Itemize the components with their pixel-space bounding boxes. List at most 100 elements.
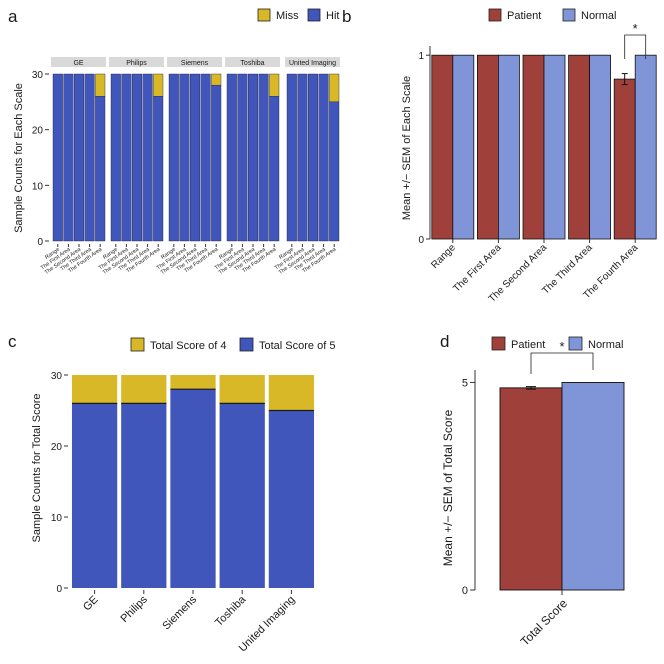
- legend-swatch: [257, 8, 271, 22]
- legend-label: Total Score of 4: [150, 340, 226, 352]
- y-axis-title-c: Sample Counts for Total Score: [31, 394, 43, 543]
- bar-miss: [329, 73, 340, 103]
- bar-score-4: [170, 375, 216, 390]
- significance-bracket-b: [624, 34, 647, 59]
- bar-normal: [561, 382, 625, 591]
- bar-patient: [499, 387, 563, 591]
- x-tick-label-c: Toshiba: [213, 593, 249, 629]
- bar-hit: [179, 73, 190, 242]
- y-tick-label-a: 30: [32, 70, 44, 81]
- bar-patient: [431, 54, 454, 240]
- legend-label: Patient: [507, 10, 541, 22]
- x-tick-label-d: Total Score: [518, 596, 571, 649]
- facet-strip: [225, 57, 280, 67]
- legend-label: Normal: [588, 339, 623, 351]
- bar-miss: [269, 73, 280, 97]
- bar-score-5: [121, 403, 167, 588]
- bar-patient: [568, 54, 590, 240]
- bar-normal: [497, 54, 520, 240]
- bar-miss: [153, 73, 164, 97]
- bar-hit: [84, 73, 95, 242]
- y-tick-label-d: 0: [462, 585, 468, 597]
- y-axis-title-a: Sample Counts for Each Scale: [13, 83, 25, 233]
- legend-swatch: [488, 8, 502, 22]
- bar-score-4: [219, 375, 265, 404]
- legend-label: Total Score of 5: [259, 340, 335, 352]
- x-tick-label-c: Philips: [119, 593, 151, 625]
- y-tick-label-b: 0: [418, 235, 424, 246]
- bar-hit: [121, 73, 132, 242]
- facet-label: Toshiba: [240, 60, 264, 67]
- legend-label: Patient: [511, 339, 545, 351]
- y-tick-label-c: 20: [51, 442, 63, 453]
- legend-swatch: [562, 8, 576, 22]
- y-tick-label-b: 1: [418, 51, 424, 62]
- bar-score-5: [219, 403, 265, 588]
- bar-miss: [95, 73, 106, 97]
- legend-swatch: [130, 337, 145, 352]
- bar-score-5: [268, 410, 315, 588]
- x-tick-label-c: GE: [81, 594, 101, 614]
- bar-miss: [211, 73, 222, 86]
- bar-patient: [476, 54, 499, 240]
- bar-hit: [200, 73, 211, 242]
- bar-score-4: [71, 375, 118, 404]
- y-tick-label-d: 5: [462, 377, 468, 389]
- y-axis-title-d: Mean +/− SEM of Total Score: [441, 409, 455, 566]
- bar-hit: [247, 73, 258, 242]
- y-axis-title-b: Mean +/− SEM of Each Scale: [401, 76, 413, 220]
- bar-hit: [237, 73, 248, 242]
- y-tick-label-c: 30: [51, 371, 63, 382]
- significance-star-b: *: [633, 21, 638, 36]
- bar-hit: [131, 73, 142, 242]
- y-tick-label-a: 20: [32, 126, 44, 137]
- y-tick-label-a: 0: [37, 237, 43, 248]
- panel-label-b: b: [342, 7, 351, 26]
- bar-hit: [286, 73, 297, 242]
- facet-label: GE: [73, 60, 83, 67]
- bar-hit: [73, 73, 84, 242]
- x-tick-label-c: Siemens: [160, 593, 199, 632]
- bar-hit: [168, 73, 179, 242]
- bar-hit: [52, 73, 63, 242]
- bar-normal: [452, 54, 475, 240]
- legend-swatch: [568, 336, 583, 351]
- legend-label: Hit: [326, 10, 339, 22]
- bar-hit: [308, 73, 319, 242]
- panel-label-a: a: [8, 7, 18, 26]
- bar-hit: [258, 73, 269, 242]
- bar-normal: [589, 54, 611, 240]
- bar-hit: [63, 73, 74, 242]
- bar-hit: [269, 96, 280, 242]
- facet-strip: [51, 57, 106, 67]
- significance-bracket-d: [530, 352, 594, 374]
- legend-swatch: [491, 336, 506, 351]
- facet-label: United Imaging: [289, 60, 336, 67]
- bar-hit: [297, 73, 308, 242]
- legend-label: Miss: [276, 10, 299, 22]
- facet-strip: [285, 57, 340, 67]
- bar-hit: [318, 73, 329, 242]
- y-tick-label-c: 10: [51, 513, 63, 524]
- legend-swatch: [239, 337, 254, 352]
- bar-normal: [634, 54, 657, 240]
- bar-patient: [613, 78, 636, 240]
- facet-label: Philips: [126, 60, 147, 67]
- y-tick-label-c: 0: [56, 584, 62, 595]
- legend-label: Normal: [581, 10, 616, 22]
- bar-hit: [153, 96, 164, 242]
- bar-score-5: [170, 389, 216, 588]
- facet-label: Siemens: [181, 60, 209, 67]
- x-tick-label-b: Range: [429, 242, 458, 271]
- bar-score-4: [121, 375, 167, 404]
- bar-normal: [543, 54, 566, 240]
- significance-star-d: *: [559, 339, 564, 354]
- bar-hit: [329, 101, 340, 242]
- facet-strip: [167, 57, 222, 67]
- bar-patient: [522, 54, 545, 240]
- bar-score-5: [71, 403, 118, 588]
- bar-score-4: [268, 375, 315, 411]
- y-tick-label-a: 10: [32, 181, 44, 192]
- bar-hit: [226, 73, 237, 242]
